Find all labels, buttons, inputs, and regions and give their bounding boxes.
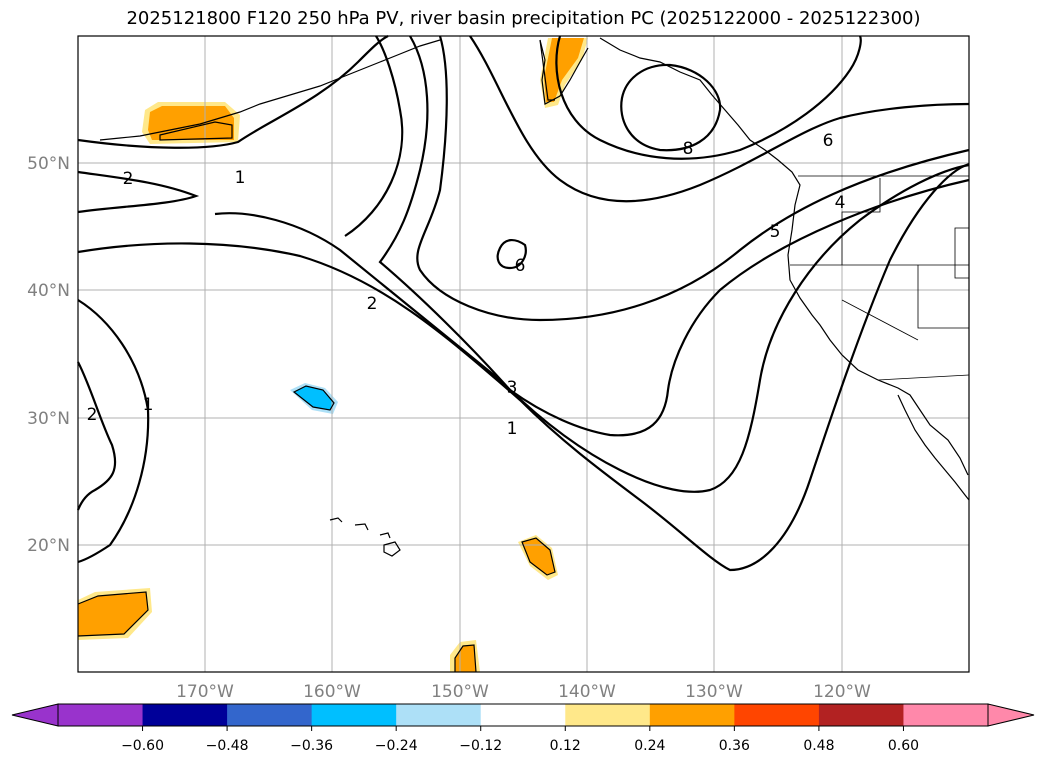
lon-label: 150°W	[431, 682, 489, 702]
south-coast	[454, 644, 477, 673]
colorbar-tick-label: −0.36	[290, 738, 333, 754]
contour-label: 1	[143, 395, 154, 415]
contour-label: 2	[123, 169, 134, 189]
latitude-labels: 50°N 40°N 30°N 20°N	[27, 154, 70, 556]
contour-label: 6	[823, 131, 834, 151]
alaska-anomaly-core	[544, 38, 584, 102]
hawaii-islands	[329, 517, 401, 557]
pv-contour-6-north	[555, 35, 862, 160]
southwest-anomaly-core	[78, 592, 148, 636]
pv-contour-2-west	[76, 361, 117, 511]
contour-label: 3	[507, 378, 518, 398]
colorbar-outline	[57, 703, 989, 727]
contour-label: 1	[507, 419, 518, 439]
pv-contour-1-west	[77, 299, 150, 564]
pv-contour-1-main	[77, 162, 970, 572]
colorbar-segment	[565, 704, 651, 726]
colorbar: −0.60 −0.48 −0.36 −0.24 −0.12 0.12 0.24 0.36 0.4…	[11, 703, 1035, 754]
coastlines	[77, 37, 970, 673]
aleutian-islands	[99, 39, 441, 141]
north-america-coast	[599, 37, 969, 476]
contour-label: 5	[770, 222, 781, 242]
colorbar-segment	[480, 704, 566, 726]
colorbar-segment	[818, 704, 904, 726]
colorbar-tick-label: −0.60	[121, 738, 164, 754]
colorbar-segment	[227, 704, 313, 726]
colorbar-segment	[396, 704, 482, 726]
contour-label: 2	[367, 294, 378, 314]
longitude-labels: 170°W 160°W 150°W 140°W 130°W 120°W	[176, 682, 871, 702]
colorbar-tick-label: 0.36	[719, 738, 750, 754]
negative-coast	[292, 385, 335, 411]
contour-label: 2	[87, 405, 98, 425]
lon-label: 160°W	[303, 682, 361, 702]
pv-contour-6-small	[496, 239, 527, 270]
lat-label: 50°N	[27, 154, 70, 174]
pv-contour-3-main	[344, 35, 970, 437]
aleutian-anomaly-core	[148, 106, 234, 140]
colorbar-tick-label: −0.48	[206, 738, 249, 754]
contour-labels: 1 2 2 1 2 3 1 5 4 6 8 6	[87, 131, 846, 439]
lon-label: 170°W	[176, 682, 234, 702]
map-title: 2025121800 F120 250 hPa PV, river basin …	[126, 8, 921, 29]
lon-label: 140°W	[558, 682, 616, 702]
colorbar-over-triangle	[987, 703, 1035, 727]
map-border	[77, 35, 970, 673]
contour-label: 1	[235, 168, 246, 188]
colorbar-segment	[58, 704, 144, 726]
colorbar-segment	[311, 704, 397, 726]
pv-contours	[76, 35, 970, 572]
lat-label: 30°N	[27, 409, 70, 429]
colorbar-segments	[58, 704, 989, 726]
pv-contour-2-north	[77, 170, 200, 214]
contour-label: 6	[515, 256, 526, 276]
colorbar-tick-label: 0.60	[888, 738, 919, 754]
colorbar-segment	[142, 704, 228, 726]
colorbar-tick-label: 0.24	[634, 738, 665, 754]
colorbar-segment	[734, 704, 820, 726]
lon-label: 120°W	[813, 682, 871, 702]
pv-contour-8	[620, 63, 722, 152]
pv-contour-2-main	[214, 163, 970, 493]
precip-shading	[78, 38, 588, 672]
colorbar-tick-label: −0.12	[459, 738, 502, 754]
colorbar-tick-label: 0.48	[803, 738, 834, 754]
colorbar-tick-label: −0.24	[375, 738, 418, 754]
pv-contour-1-north	[77, 35, 389, 149]
pv-contour-4-main	[416, 35, 970, 322]
contour-label: 4	[835, 193, 846, 213]
lon-label: 130°W	[685, 682, 743, 702]
colorbar-tick-label: 0.12	[550, 738, 581, 754]
hawaii-east-coast	[521, 537, 556, 576]
colorbar-segment	[903, 704, 989, 726]
islands	[159, 39, 555, 141]
colorbar-segment	[649, 704, 735, 726]
colorbar-ticks: −0.60 −0.48 −0.36 −0.24 −0.12 0.12 0.24 0.36 0.4…	[121, 726, 919, 754]
contour-label: 8	[683, 139, 694, 159]
lat-label: 20°N	[27, 536, 70, 556]
colorbar-under-triangle	[11, 703, 59, 727]
baja-coast	[897, 394, 970, 501]
lat-label: 40°N	[27, 281, 70, 301]
pv-contour-5-main	[469, 35, 970, 203]
southwest-coast	[77, 591, 149, 637]
